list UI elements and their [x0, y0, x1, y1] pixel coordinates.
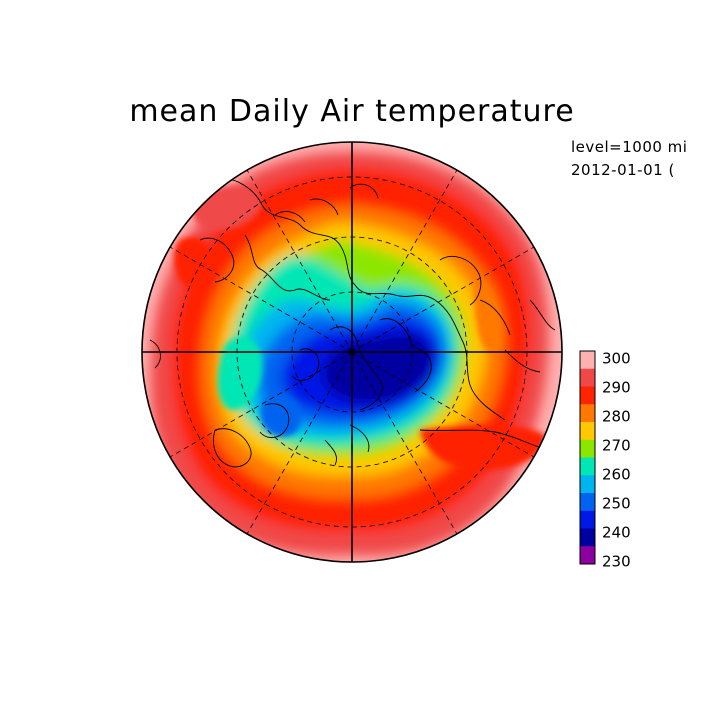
legend-label: 250 [602, 495, 631, 513]
date-label: 2012-01-01 ( [571, 161, 675, 179]
meridian-axes [142, 142, 562, 562]
legend-swatch [580, 368, 595, 387]
legend-label: 280 [602, 408, 631, 426]
legend-swatch [580, 386, 595, 405]
color-legend: 300 290 280 270 260 250 240 230 [579, 350, 631, 571]
legend-swatch [580, 439, 595, 458]
legend-label: 240 [602, 524, 631, 542]
level-label: level=1000 mi [571, 138, 687, 156]
legend-swatch [580, 457, 595, 476]
legend-swatch [580, 475, 595, 494]
legend-swatch [580, 528, 595, 547]
legend-swatch [580, 422, 595, 441]
globe-outline [141, 141, 563, 563]
legend-swatch [580, 493, 595, 512]
legend-swatch [580, 510, 595, 529]
legend-swatch [580, 404, 595, 423]
legend-swatch [580, 546, 595, 565]
legend-frame [579, 350, 596, 565]
legend-label: 260 [602, 466, 631, 484]
chart-title: mean Daily Air temperature [129, 94, 574, 129]
legend-label: 270 [602, 437, 631, 455]
legend-label: 230 [602, 553, 631, 571]
legend-label: 300 [602, 350, 631, 368]
legend-swatch [580, 351, 595, 370]
legend-label: 290 [602, 379, 631, 397]
coastlines [149, 178, 556, 468]
